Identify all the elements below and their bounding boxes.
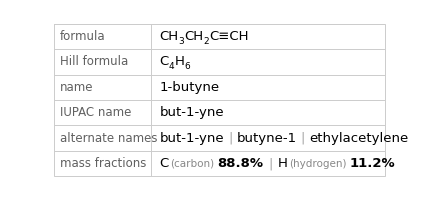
Text: but-1-yne: but-1-yne bbox=[160, 132, 224, 145]
Text: 1-butyne: 1-butyne bbox=[160, 81, 220, 94]
Text: IUPAC name: IUPAC name bbox=[60, 106, 131, 119]
Text: CH: CH bbox=[184, 30, 204, 43]
Text: |: | bbox=[301, 132, 305, 145]
Text: formula: formula bbox=[60, 30, 106, 43]
Text: butyne-1: butyne-1 bbox=[237, 132, 297, 145]
Text: (hydrogen): (hydrogen) bbox=[289, 159, 347, 168]
Text: (carbon): (carbon) bbox=[170, 159, 215, 168]
Text: C: C bbox=[160, 157, 169, 170]
Text: 2: 2 bbox=[204, 37, 209, 46]
Text: C: C bbox=[160, 55, 169, 68]
Text: 11.2%: 11.2% bbox=[349, 157, 395, 170]
Text: 4: 4 bbox=[169, 62, 175, 71]
Text: 6: 6 bbox=[184, 62, 190, 71]
Text: alternate names: alternate names bbox=[60, 132, 158, 145]
Text: |: | bbox=[228, 132, 233, 145]
Text: but-1-yne: but-1-yne bbox=[160, 106, 224, 119]
Text: H: H bbox=[278, 157, 288, 170]
Text: 88.8%: 88.8% bbox=[217, 157, 263, 170]
Text: |: | bbox=[268, 157, 273, 170]
Text: 3: 3 bbox=[179, 37, 184, 46]
Text: name: name bbox=[60, 81, 94, 94]
Text: C≡CH: C≡CH bbox=[209, 30, 249, 43]
Text: CH: CH bbox=[160, 30, 179, 43]
Text: Hill formula: Hill formula bbox=[60, 55, 128, 68]
Text: ethylacetylene: ethylacetylene bbox=[309, 132, 408, 145]
Text: H: H bbox=[175, 55, 184, 68]
Text: mass fractions: mass fractions bbox=[60, 157, 146, 170]
